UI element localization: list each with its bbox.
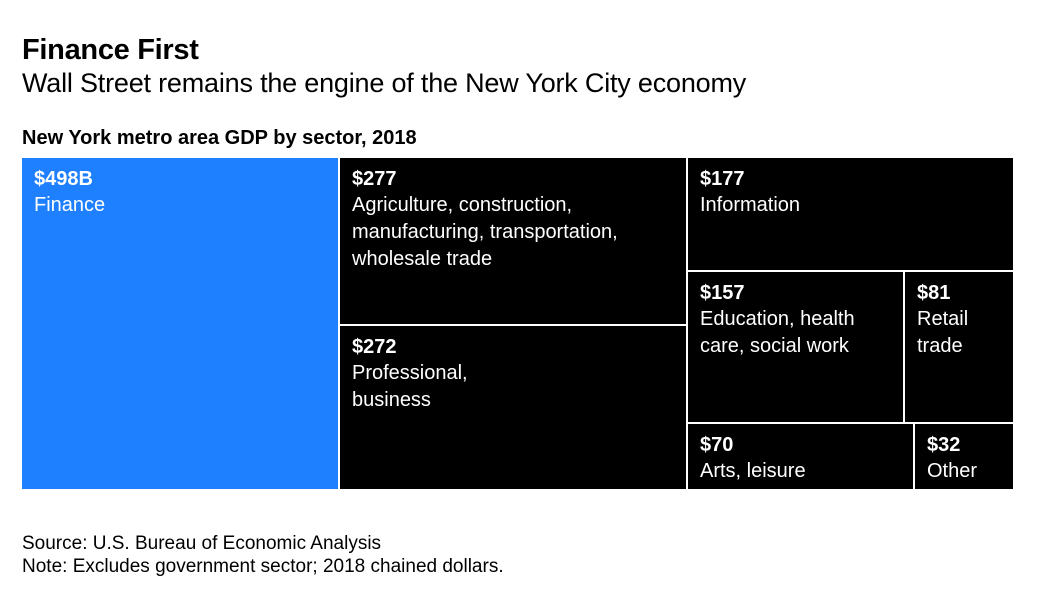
treemap-tile-other: $32 Other [915,424,1013,489]
tile-value-professional-business: $272 [352,336,397,358]
treemap-tile-arts-leisure: $70 Arts, leisure [688,424,913,489]
tile-value-finance: $498B [34,168,93,190]
tile-label-information: Information [700,194,801,216]
tile-label-retail-trade: Retail trade [917,308,969,357]
treemap-tile-finance: $498B Finance [22,158,338,489]
tile-value-agriculture-construction: $277 [352,168,397,190]
tile-label-professional-business: Professional, business [352,362,468,411]
source-note: Source: U.S. Bureau of Economic Analysis [22,533,382,554]
chart-title: Finance First [22,34,199,66]
tile-label-arts-leisure: Arts, leisure [700,460,806,482]
treemap-tile-information: $177 Information [688,158,1013,270]
treemap-tile-professional-business: $272 Professional, business [340,326,686,489]
tile-value-arts-leisure: $70 [700,434,734,456]
treemap-tile-agriculture-construction: $277 Agriculture, construction, manufactu… [340,158,686,324]
tile-label-other: Other [927,460,978,482]
chart-subtitle: Wall Street remains the engine of the Ne… [22,68,747,98]
footnote: Note: Excludes government sector; 2018 c… [22,556,504,577]
treemap-tile-retail-trade: $81 Retail trade [905,272,1013,422]
tile-label-agriculture-construction: Agriculture, construction, manufacturing… [352,194,618,270]
tile-label-finance: Finance [34,194,106,216]
tile-value-education-health: $157 [700,282,745,304]
treemap-tile-education-health: $157 Education, health care, social work [688,272,903,422]
tile-label-education-health: Education, health care, social work [700,308,855,357]
chart-heading: New York metro area GDP by sector, 2018 [22,127,417,149]
tile-value-retail-trade: $81 [917,282,951,304]
tile-value-other: $32 [927,434,961,456]
tile-value-information: $177 [700,168,745,190]
